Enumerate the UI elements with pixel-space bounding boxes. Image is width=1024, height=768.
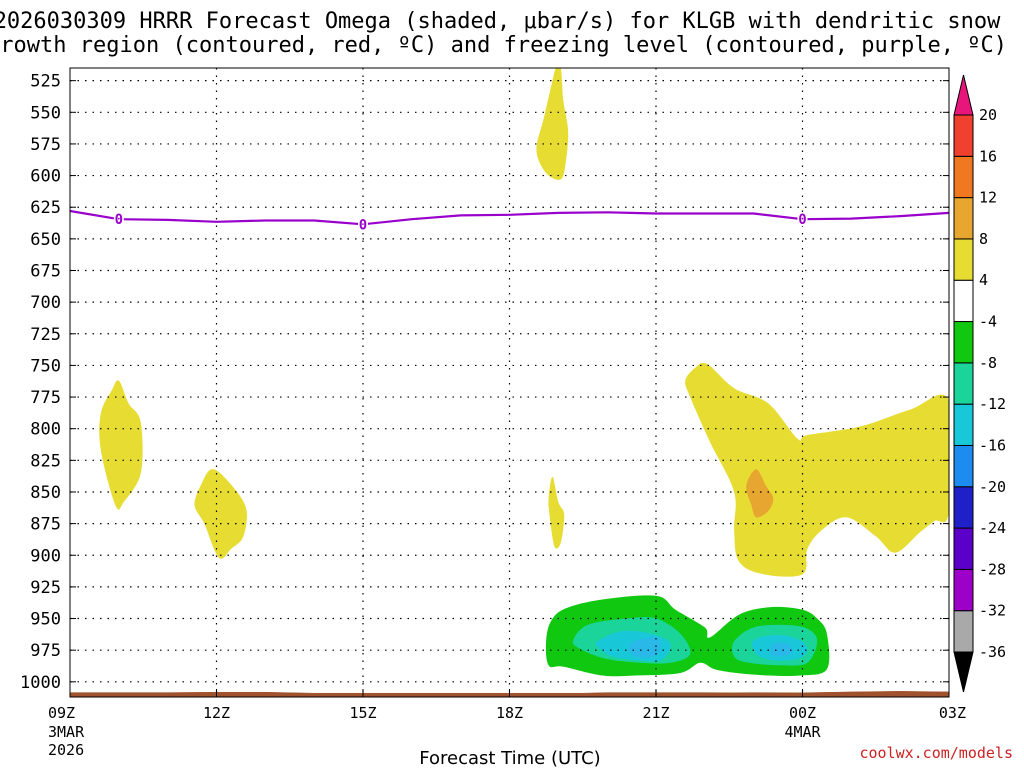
colorbar-swatch <box>953 403 974 446</box>
colorbar-swatch <box>953 321 974 364</box>
y-tick-label-650: 650 <box>30 230 61 250</box>
omega-shading <box>99 68 949 677</box>
colorbar-swatch-min <box>953 651 974 693</box>
x-tick-label-00Z: 00Z <box>789 704 816 722</box>
colorbar-swatch <box>953 568 974 612</box>
colorbar-swatch <box>953 197 974 240</box>
freezing-level-line <box>69 209 950 226</box>
chart-title-line-1: 2026030309 HRRR Forecast Omega (shaded, … <box>0 9 1001 34</box>
y-tick-label-725: 725 <box>30 325 61 345</box>
omega-region-1 <box>99 380 143 510</box>
colorbar-swatch <box>953 444 974 488</box>
y-tick-label-575: 575 <box>30 135 61 155</box>
credit-text: coolwx.com/models <box>859 744 1013 762</box>
freezing-level-label: 0 <box>359 217 367 233</box>
colorbar-swatch <box>953 486 974 529</box>
colorbar-label: -8 <box>979 354 997 372</box>
colorbar-label: -32 <box>979 602 1006 620</box>
y-tick-label-950: 950 <box>30 610 61 630</box>
freezing-label-bg <box>113 212 124 227</box>
y-tick-label-750: 750 <box>30 356 61 376</box>
y-tick-label-625: 625 <box>30 198 61 218</box>
y-tick-label-875: 875 <box>30 515 61 535</box>
x-tick-year-2026: 2026 <box>48 741 84 759</box>
y-tick-label-550: 550 <box>30 103 61 123</box>
x-tick-date-4MAR: 4MAR <box>784 723 821 741</box>
freezing-label-bg <box>797 212 808 227</box>
colorbar-label: -20 <box>979 478 1006 496</box>
y-tick-label-525: 525 <box>30 72 61 92</box>
omega-region-2 <box>194 469 247 559</box>
x-tick-label-03Z: 03Z <box>939 704 966 722</box>
x-tick-label-18Z: 18Z <box>496 704 523 722</box>
freezing-label-bg <box>358 217 368 232</box>
colorbar-label: -36 <box>979 643 1006 661</box>
omega-region-12 <box>770 642 793 657</box>
y-tick-label-925: 925 <box>30 578 61 598</box>
grid-lines <box>70 68 949 697</box>
colorbar-label: -16 <box>979 436 1006 454</box>
x-axis-title: Forecast Time (UTC) <box>419 748 600 768</box>
colorbar-swatch <box>953 238 974 281</box>
y-tick-label-775: 775 <box>30 388 61 408</box>
plot-frame <box>69 67 950 698</box>
x-tick-label-15Z: 15Z <box>349 704 376 722</box>
colorbar-swatch-max <box>953 74 974 116</box>
freezing-level-label: 0 <box>798 212 806 228</box>
colorbar-label: -24 <box>979 519 1006 537</box>
colorbar-swatch <box>953 610 974 653</box>
x-tick-date-3MAR: 3MAR <box>48 723 85 741</box>
omega-region-11 <box>629 637 661 658</box>
colorbar-label: 8 <box>979 230 988 248</box>
y-tick-label-600: 600 <box>30 167 61 187</box>
colorbar-label: 20 <box>979 106 997 124</box>
colorbar-swatch <box>953 155 974 199</box>
y-tick-label-825: 825 <box>30 451 61 471</box>
colorbar-swatch <box>953 279 974 323</box>
colorbar-label: -28 <box>979 560 1006 578</box>
y-tick-label-900: 900 <box>30 546 61 566</box>
colorbar-label: 4 <box>979 271 988 289</box>
y-tick-label-850: 850 <box>30 483 61 503</box>
y-tick-label-700: 700 <box>30 293 61 313</box>
colorbar-label: -4 <box>979 313 997 331</box>
colorbar-label: 12 <box>979 189 997 207</box>
y-tick-label-675: 675 <box>30 261 61 281</box>
y-tick-label-975: 975 <box>30 641 61 661</box>
colorbar-label: 16 <box>979 147 997 165</box>
freezing-level-contour: 0 0 0 <box>69 209 950 233</box>
colorbar-swatch <box>953 114 974 157</box>
y-axis: 525 550 575 600 625 650 675 700 725 750 775 800 825 8… <box>20 72 949 693</box>
omega-region-4 <box>685 362 949 577</box>
omega-region-0 <box>536 68 569 180</box>
freezing-level-label: 0 <box>115 212 123 228</box>
x-tick-label-21Z: 21Z <box>642 704 669 722</box>
omega-region-5 <box>746 469 774 518</box>
colorbar-swatch <box>953 362 974 405</box>
colorbar-legend: -36 -32 -28 -24 -20 -16 -12 -8 -4 4 8 12 16 20 <box>953 74 1006 693</box>
chart-title-line-2: growth region (contoured, red, ºC) and f… <box>0 33 1007 58</box>
omega-region-3 <box>548 476 565 549</box>
y-tick-label-800: 800 <box>30 420 61 440</box>
y-tick-label-1000: 1000 <box>20 673 61 693</box>
x-tick-label-12Z: 12Z <box>203 704 230 722</box>
x-tick-label-09Z: 09Z <box>48 704 75 722</box>
colorbar-swatch <box>953 527 974 570</box>
colorbar-label: -12 <box>979 395 1006 413</box>
